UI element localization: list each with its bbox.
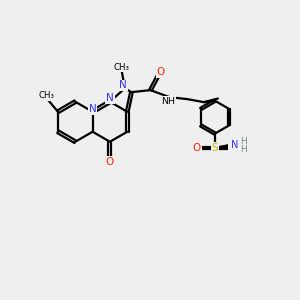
Text: N: N (231, 140, 238, 150)
Text: O: O (157, 67, 165, 77)
Text: O: O (193, 143, 201, 153)
Text: H: H (240, 137, 247, 146)
Text: N: N (119, 80, 127, 90)
Text: NH: NH (161, 97, 175, 106)
Text: N: N (89, 104, 97, 114)
Text: CH₃: CH₃ (38, 91, 54, 100)
Text: N: N (89, 104, 97, 114)
Text: N: N (106, 93, 114, 103)
Text: CH₃: CH₃ (114, 63, 130, 72)
Text: S: S (212, 143, 218, 153)
Text: O: O (229, 143, 237, 153)
Text: O: O (106, 157, 114, 167)
Text: H: H (240, 145, 247, 154)
